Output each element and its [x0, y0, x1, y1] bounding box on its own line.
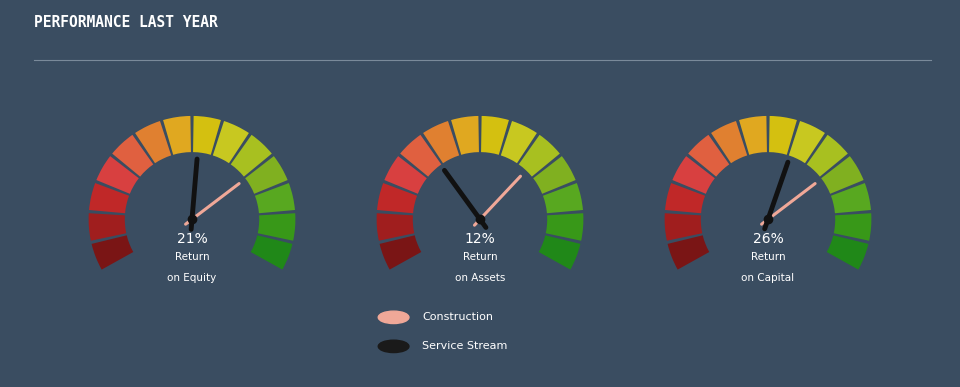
- Wedge shape: [827, 235, 869, 270]
- Wedge shape: [533, 156, 576, 194]
- Wedge shape: [376, 213, 415, 241]
- Wedge shape: [213, 121, 249, 163]
- Text: on Assets: on Assets: [455, 273, 505, 283]
- Wedge shape: [379, 235, 421, 270]
- Text: 12%: 12%: [465, 232, 495, 246]
- Text: 21%: 21%: [177, 232, 207, 246]
- Wedge shape: [821, 156, 864, 194]
- Wedge shape: [96, 156, 139, 194]
- Text: Service Stream: Service Stream: [422, 341, 508, 351]
- Wedge shape: [711, 121, 747, 163]
- Text: Construction: Construction: [422, 312, 493, 322]
- Wedge shape: [163, 116, 191, 155]
- Wedge shape: [89, 183, 129, 213]
- Text: on Capital: on Capital: [741, 273, 795, 283]
- Wedge shape: [672, 156, 715, 194]
- Text: on Equity: on Equity: [167, 273, 217, 283]
- Wedge shape: [91, 235, 133, 270]
- Wedge shape: [251, 235, 293, 270]
- Wedge shape: [539, 235, 581, 270]
- Text: Return: Return: [175, 252, 209, 262]
- Circle shape: [378, 311, 409, 324]
- Wedge shape: [664, 213, 703, 241]
- Wedge shape: [255, 183, 295, 213]
- Wedge shape: [833, 213, 872, 241]
- Wedge shape: [451, 116, 479, 155]
- Wedge shape: [245, 156, 288, 194]
- Wedge shape: [384, 156, 427, 194]
- Wedge shape: [400, 135, 442, 176]
- Text: Return: Return: [751, 252, 785, 262]
- Wedge shape: [112, 135, 154, 176]
- Wedge shape: [665, 183, 705, 213]
- Wedge shape: [769, 116, 797, 155]
- Wedge shape: [88, 213, 127, 241]
- Wedge shape: [688, 135, 730, 176]
- Wedge shape: [543, 183, 583, 213]
- Wedge shape: [518, 135, 560, 176]
- Wedge shape: [193, 116, 221, 155]
- Wedge shape: [230, 135, 272, 176]
- Wedge shape: [481, 116, 509, 155]
- Wedge shape: [739, 116, 767, 155]
- Wedge shape: [501, 121, 537, 163]
- Wedge shape: [545, 213, 584, 241]
- Text: 26%: 26%: [753, 232, 783, 246]
- Wedge shape: [789, 121, 825, 163]
- Circle shape: [378, 340, 409, 353]
- Wedge shape: [831, 183, 871, 213]
- Wedge shape: [257, 213, 296, 241]
- Wedge shape: [423, 121, 459, 163]
- Wedge shape: [667, 235, 709, 270]
- Wedge shape: [377, 183, 417, 213]
- Text: PERFORMANCE LAST YEAR: PERFORMANCE LAST YEAR: [34, 15, 217, 31]
- Text: Return: Return: [463, 252, 497, 262]
- Wedge shape: [806, 135, 848, 176]
- Wedge shape: [135, 121, 171, 163]
